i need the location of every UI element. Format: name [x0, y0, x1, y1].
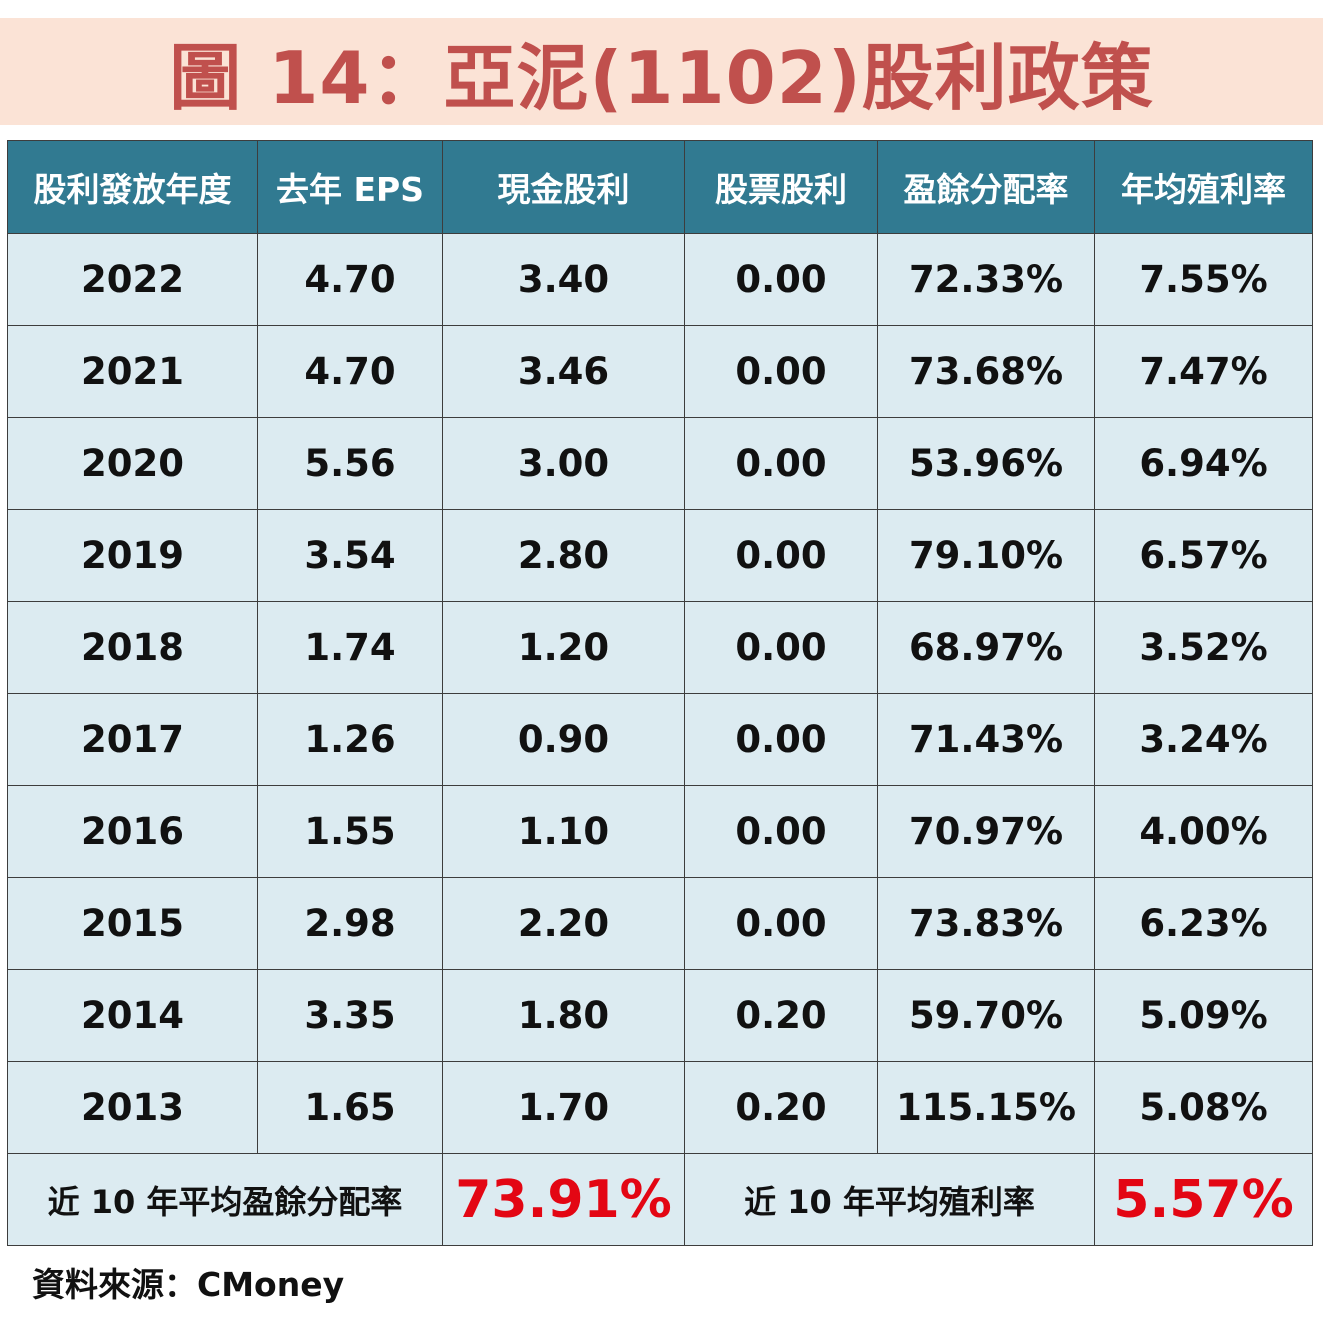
cell-payout-ratio: 70.97%	[877, 785, 1095, 878]
table-body: 2022 4.70 3.40 0.00 72.33% 7.55% 2021 4.70 3.46 0…	[7, 233, 1313, 1154]
header-row: 股利發放年度 去年 EPS 現金股利 股票股利 盈餘分配率 年均殖利率	[7, 140, 1313, 234]
table-row: 2018 1.74 1.20 0.00 68.97% 3.52%	[7, 601, 1313, 694]
cell-cash-dividend: 1.20	[442, 601, 685, 694]
cell-stock-dividend: 0.00	[684, 785, 878, 878]
cell-cash-dividend: 0.90	[442, 693, 685, 786]
cell-payout-ratio: 115.15%	[877, 1061, 1095, 1154]
dividend-policy-table: 股利發放年度 去年 EPS 現金股利 股票股利 盈餘分配率 年均殖利率 2022 4.70 3…	[7, 140, 1313, 1246]
page-title: 圖 14：亞泥(1102)股利政策	[169, 36, 1154, 120]
cell-eps: 3.35	[257, 969, 443, 1062]
cell-eps: 1.26	[257, 693, 443, 786]
table-row: 2017 1.26 0.90 0.00 71.43% 3.24%	[7, 693, 1313, 786]
header-eps: 去年 EPS	[257, 140, 443, 234]
cell-stock-dividend: 0.00	[684, 601, 878, 694]
header-year: 股利發放年度	[7, 140, 258, 234]
cell-eps: 4.70	[257, 325, 443, 418]
cell-stock-dividend: 0.20	[684, 1061, 878, 1154]
cell-payout-ratio: 73.83%	[877, 877, 1095, 970]
cell-payout-ratio: 68.97%	[877, 601, 1095, 694]
cell-cash-dividend: 2.80	[442, 509, 685, 602]
header-cash-dividend: 現金股利	[442, 140, 685, 234]
cell-cash-dividend: 3.46	[442, 325, 685, 418]
cell-payout-ratio: 53.96%	[877, 417, 1095, 510]
cell-cash-dividend: 1.70	[442, 1061, 685, 1154]
cell-payout-ratio: 71.43%	[877, 693, 1095, 786]
cell-cash-dividend: 3.00	[442, 417, 685, 510]
cell-payout-ratio: 73.68%	[877, 325, 1095, 418]
cell-stock-dividend: 0.00	[684, 509, 878, 602]
cell-year: 2013	[7, 1061, 258, 1154]
cell-eps: 1.74	[257, 601, 443, 694]
table-row: 2014 3.35 1.80 0.20 59.70% 5.09%	[7, 969, 1313, 1062]
cell-stock-dividend: 0.00	[684, 325, 878, 418]
table-header: 股利發放年度 去年 EPS 現金股利 股票股利 盈餘分配率 年均殖利率	[7, 140, 1313, 234]
cell-eps: 4.70	[257, 233, 443, 326]
avg-payout-value: 73.91%	[442, 1153, 685, 1246]
cell-yield: 6.57%	[1094, 509, 1313, 602]
cell-stock-dividend: 0.00	[684, 417, 878, 510]
table-row: 2021 4.70 3.46 0.00 73.68% 7.47%	[7, 325, 1313, 418]
cell-year: 2017	[7, 693, 258, 786]
source-note: 資料來源：CMoney	[32, 1265, 345, 1304]
cell-stock-dividend: 0.00	[684, 233, 878, 326]
cell-eps: 3.54	[257, 509, 443, 602]
cell-eps: 1.65	[257, 1061, 443, 1154]
cell-year: 2014	[7, 969, 258, 1062]
cell-year: 2016	[7, 785, 258, 878]
cell-eps: 5.56	[257, 417, 443, 510]
cell-cash-dividend: 1.80	[442, 969, 685, 1062]
table-summary: 近 10 年平均盈餘分配率 73.91% 近 10 年平均殖利率 5.57%	[7, 1153, 1313, 1246]
cell-year: 2022	[7, 233, 258, 326]
cell-year: 2020	[7, 417, 258, 510]
cell-yield: 6.23%	[1094, 877, 1313, 970]
cell-yield: 7.55%	[1094, 233, 1313, 326]
cell-stock-dividend: 0.00	[684, 693, 878, 786]
cell-yield: 5.08%	[1094, 1061, 1313, 1154]
cell-yield: 6.94%	[1094, 417, 1313, 510]
cell-year: 2018	[7, 601, 258, 694]
header-payout-ratio: 盈餘分配率	[877, 140, 1095, 234]
cell-yield: 4.00%	[1094, 785, 1313, 878]
table-row: 2013 1.65 1.70 0.20 115.15% 5.08%	[7, 1061, 1313, 1154]
cell-yield: 3.24%	[1094, 693, 1313, 786]
cell-yield: 5.09%	[1094, 969, 1313, 1062]
cell-eps: 1.55	[257, 785, 443, 878]
cell-payout-ratio: 72.33%	[877, 233, 1095, 326]
cell-payout-ratio: 59.70%	[877, 969, 1095, 1062]
cell-year: 2015	[7, 877, 258, 970]
table-row: 2015 2.98 2.20 0.00 73.83% 6.23%	[7, 877, 1313, 970]
title-banner: 圖 14：亞泥(1102)股利政策	[0, 18, 1323, 125]
cell-year: 2021	[7, 325, 258, 418]
cell-payout-ratio: 79.10%	[877, 509, 1095, 602]
cell-cash-dividend: 3.40	[442, 233, 685, 326]
cell-yield: 3.52%	[1094, 601, 1313, 694]
avg-payout-label: 近 10 年平均盈餘分配率	[7, 1153, 443, 1246]
table-row: 2019 3.54 2.80 0.00 79.10% 6.57%	[7, 509, 1313, 602]
table-row: 2016 1.55 1.10 0.00 70.97% 4.00%	[7, 785, 1313, 878]
cell-eps: 2.98	[257, 877, 443, 970]
header-yield: 年均殖利率	[1094, 140, 1313, 234]
summary-row: 近 10 年平均盈餘分配率 73.91% 近 10 年平均殖利率 5.57%	[7, 1153, 1313, 1246]
cell-cash-dividend: 1.10	[442, 785, 685, 878]
avg-yield-value: 5.57%	[1094, 1153, 1313, 1246]
avg-yield-label: 近 10 年平均殖利率	[684, 1153, 1095, 1246]
cell-stock-dividend: 0.00	[684, 877, 878, 970]
table-row: 2022 4.70 3.40 0.00 72.33% 7.55%	[7, 233, 1313, 326]
header-stock-dividend: 股票股利	[684, 140, 878, 234]
cell-yield: 7.47%	[1094, 325, 1313, 418]
cell-stock-dividend: 0.20	[684, 969, 878, 1062]
cell-year: 2019	[7, 509, 258, 602]
cell-cash-dividend: 2.20	[442, 877, 685, 970]
table-row: 2020 5.56 3.00 0.00 53.96% 6.94%	[7, 417, 1313, 510]
